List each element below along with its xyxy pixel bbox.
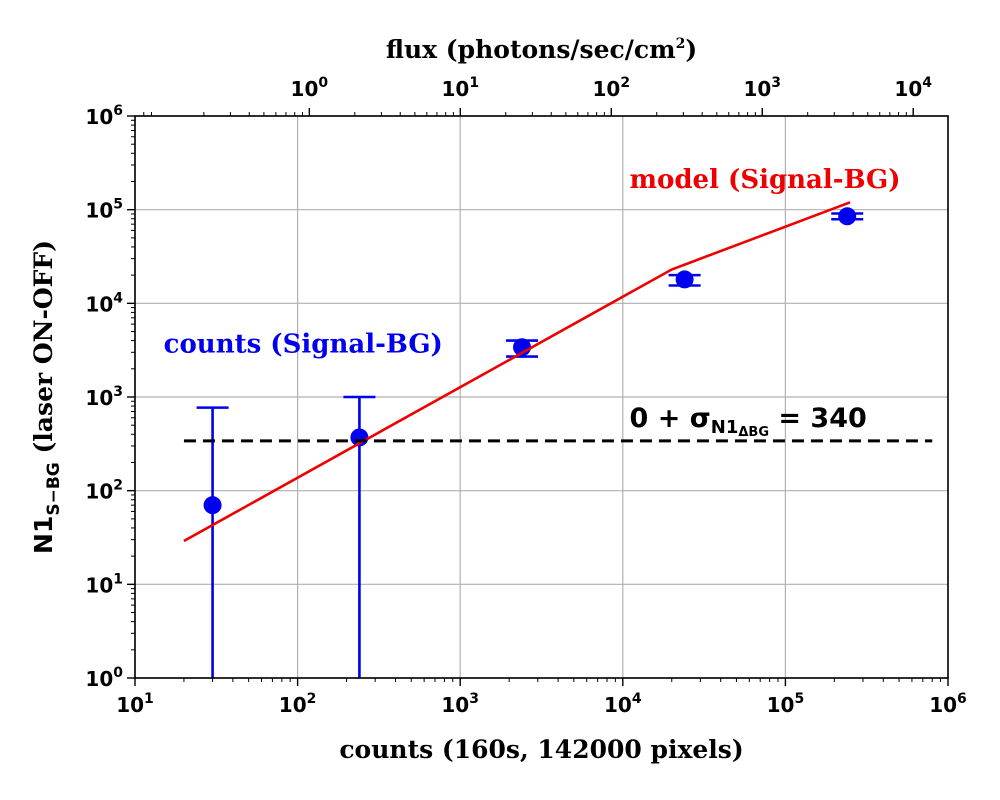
- y-tick-label-5: 105: [85, 197, 123, 223]
- ticks-layer: 101 102 103 104 105 1061001011021031041051061…: [85, 75, 966, 717]
- y-tick-label-6: 106: [85, 103, 123, 129]
- data-point-4: [838, 207, 857, 226]
- top-x-axis-label-sup: 2: [676, 36, 686, 52]
- top-tick-label-2: 102: [592, 75, 630, 101]
- top-tick-label-4: 104: [894, 75, 932, 101]
- model-annotation: model (Signal-BG): [630, 165, 901, 195]
- x-tick-label-2: 103: [441, 691, 479, 717]
- top-x-axis-label-close: ): [685, 35, 697, 64]
- threshold-annotation-suffix: = 340: [769, 403, 867, 434]
- labels-layer: counts (160s, 142000 pixels) flux (photo…: [29, 35, 901, 764]
- grid: [134, 115, 949, 679]
- top-tick-label-0: 100: [291, 75, 329, 101]
- top-tick-label-3: 103: [743, 75, 781, 101]
- y-axis-label: N1S−BG (laser ON-OFF): [29, 240, 64, 554]
- y-tick-label-3: 103: [85, 384, 123, 410]
- y-tick-label-2: 102: [85, 478, 123, 504]
- top-x-axis-label-text: flux (photons/sec/cm: [386, 35, 676, 64]
- series-layer: [183, 201, 933, 678]
- threshold-annotation-sub: N1: [711, 417, 739, 438]
- x-tick-label-1: 102: [279, 691, 317, 717]
- x-axis-label: counts (160s, 142000 pixels): [339, 735, 743, 764]
- top-tick-label-1: 101: [442, 75, 480, 101]
- data-point-3: [675, 270, 694, 289]
- y-tick-label-4: 104: [85, 290, 123, 316]
- x-tick-label-3: 104: [604, 691, 642, 717]
- counts-annotation: counts (Signal-BG): [164, 329, 443, 359]
- y-axis-label-main: N1: [29, 516, 58, 554]
- x-tick-label-5: 106: [929, 691, 967, 717]
- x-tick-label-0: 101: [116, 691, 154, 717]
- x-tick-label-4: 105: [767, 691, 805, 717]
- y-tick-label-1: 101: [85, 571, 123, 597]
- y-axis-label-sub: S−BG: [44, 462, 64, 515]
- threshold-annotation-subsub: ΔBG: [738, 425, 769, 440]
- model-line: [183, 201, 851, 543]
- threshold-annotation: 0 + σN1ΔBG = 340: [630, 403, 867, 440]
- y-tick-label-0: 100: [85, 665, 123, 691]
- y-axis-label-rest: (laser ON-OFF): [29, 240, 58, 462]
- top-x-axis-label: flux (photons/sec/cm2): [386, 35, 697, 64]
- data-point-0: [203, 496, 222, 515]
- threshold-annotation-prefix: 0 + σ: [630, 403, 711, 434]
